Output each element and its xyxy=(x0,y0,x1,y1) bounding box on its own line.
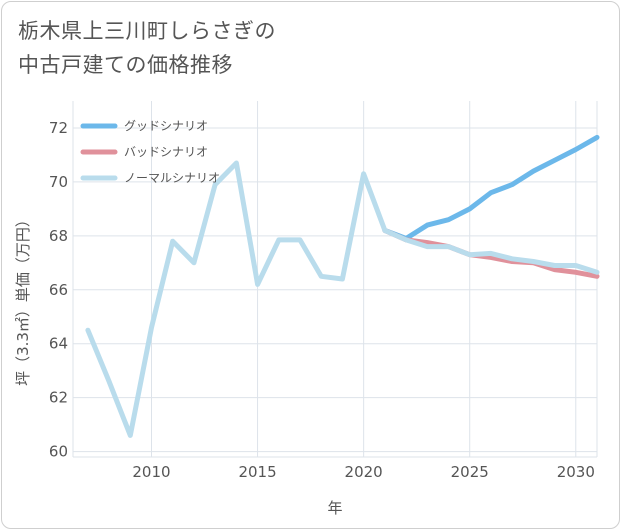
x-tick-label: 2010 xyxy=(132,463,170,481)
y-tick-label: 64 xyxy=(49,335,68,353)
x-tick-label: 2030 xyxy=(557,463,595,481)
y-tick-label: 70 xyxy=(49,173,68,191)
x-axis-ticks: 2010 2015 2020 2025 2030 xyxy=(132,463,594,481)
good-scenario-line xyxy=(382,134,600,241)
bad-scenario-legend-label: バッドシナリオ xyxy=(124,145,208,159)
x-axis-label: 年 xyxy=(327,499,342,517)
normal-scenario-line xyxy=(85,160,600,438)
x-tick-label: 2020 xyxy=(345,463,383,481)
normal-scenario-legend-label: ノーマルシナリオ xyxy=(124,171,220,185)
y-tick-label: 66 xyxy=(49,281,68,299)
y-tick-label: 72 xyxy=(49,119,68,137)
y-axis-label: 坪（3.3㎡）単価（万円） xyxy=(14,212,32,386)
chart-title-line-2: 中古戸建ての価格推移 xyxy=(18,53,233,77)
y-tick-label: 60 xyxy=(49,443,68,461)
x-tick-label: 2025 xyxy=(451,463,489,481)
y-axis-ticks: 60 62 64 66 68 70 72 xyxy=(49,119,68,461)
x-tick-label: 2015 xyxy=(238,463,276,481)
y-tick-label: 62 xyxy=(49,389,68,407)
good-scenario-legend-label: グッドシナリオ xyxy=(124,119,208,133)
bad-scenario-line xyxy=(382,228,600,279)
chart-title: 栃木県上三川町しらさぎの 中古戸建ての価格推移 xyxy=(18,14,438,82)
chart-title-line-1: 栃木県上三川町しらさぎの xyxy=(18,19,276,43)
series-lines xyxy=(85,134,600,438)
y-tick-label: 68 xyxy=(49,227,68,245)
